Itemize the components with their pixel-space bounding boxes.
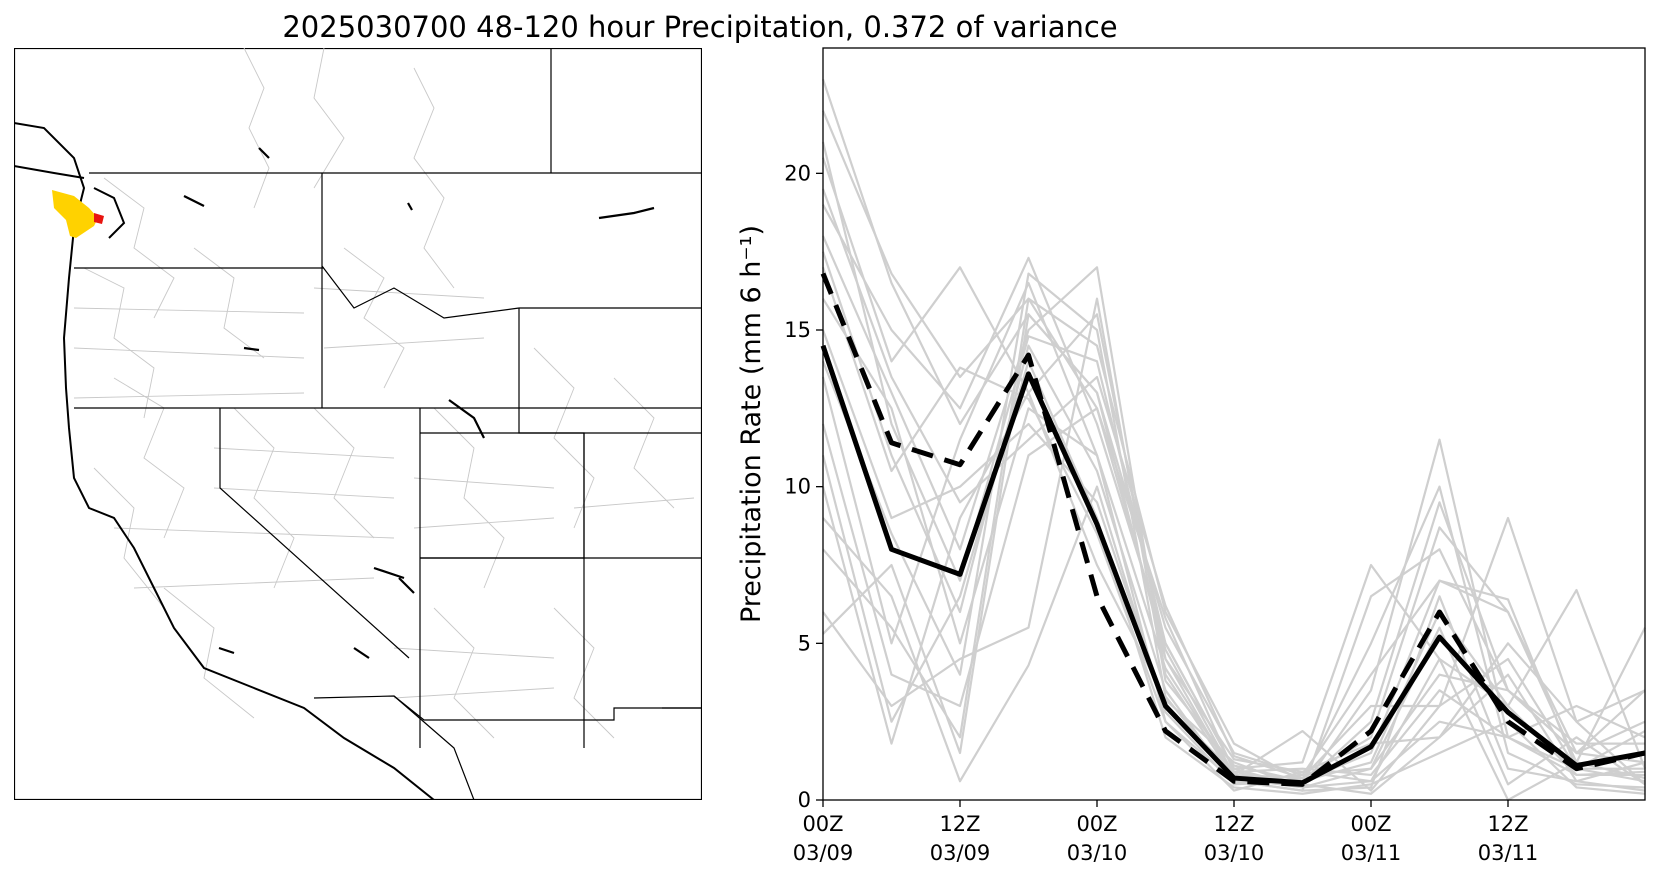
- ensemble-member-line-13: [821, 391, 1646, 789]
- x-axis-ticks: 00Z 03/09 12Z 03/09 00Z 03/10 12Z 03/10 00Z 03/11…: [793, 800, 1539, 865]
- x-tick-label-time: 00Z: [802, 812, 843, 836]
- basin-grid: [73, 48, 695, 739]
- x-tick-label-time: 00Z: [1350, 812, 1391, 836]
- y-tick-label: 10: [784, 475, 811, 499]
- plot-frame: [822, 47, 1646, 801]
- solid-mean-line: [820, 344, 1646, 786]
- ensemble-member-line-15: [822, 297, 1646, 777]
- y-tick-label: 5: [798, 631, 811, 655]
- main-series-group: [820, 272, 1646, 787]
- x-tick-label-date: 03/11: [1478, 841, 1539, 865]
- highlighted-basin-red: [94, 213, 104, 224]
- ensemble-member-line-4: [821, 157, 1645, 783]
- x-tick-label-date: 03/09: [930, 841, 991, 865]
- x-tick-label-time: 12Z: [1487, 812, 1528, 836]
- ensemble-member-line-16: [822, 297, 1646, 783]
- ensemble-member-line-14: [822, 485, 1645, 786]
- y-axis-label: Precipitation Rate (mm 6 h⁻¹): [736, 225, 767, 623]
- state-borders: [74, 48, 702, 800]
- y-tick-label: 15: [784, 318, 811, 342]
- x-tick-label-date: 03/10: [1067, 841, 1128, 865]
- ensemble-member-line-5: [822, 204, 1647, 770]
- ensemble-member-line-6: [821, 235, 1646, 789]
- ensemble-series-group: [821, 78, 1647, 802]
- x-tick-label-date: 03/09: [793, 841, 854, 865]
- ensemble-member-line-2: [821, 78, 1646, 777]
- x-tick-label-date: 03/10: [1204, 841, 1265, 865]
- x-tick-label-time: 12Z: [939, 812, 980, 836]
- x-tick-label-time: 12Z: [1213, 812, 1254, 836]
- y-axis-ticks: 0 5 10 15 20: [784, 161, 823, 812]
- chart-title: 2025030700 48-120 hour Precipitation, 0.…: [282, 10, 1118, 44]
- dashed-mean-line: [820, 272, 1646, 787]
- x-tick-label-time: 00Z: [1076, 812, 1117, 836]
- ensemble-member-line-19: [821, 266, 1646, 792]
- basin-map: [14, 48, 702, 800]
- ensemble-member-line-21: [821, 188, 1646, 780]
- highlighted-basin: [52, 190, 98, 238]
- lakes: [183, 147, 655, 659]
- y-tick-label: 20: [784, 161, 811, 185]
- coastline: [14, 122, 435, 800]
- x-tick-label-date: 03/11: [1341, 841, 1402, 865]
- y-tick-label: 0: [798, 788, 811, 812]
